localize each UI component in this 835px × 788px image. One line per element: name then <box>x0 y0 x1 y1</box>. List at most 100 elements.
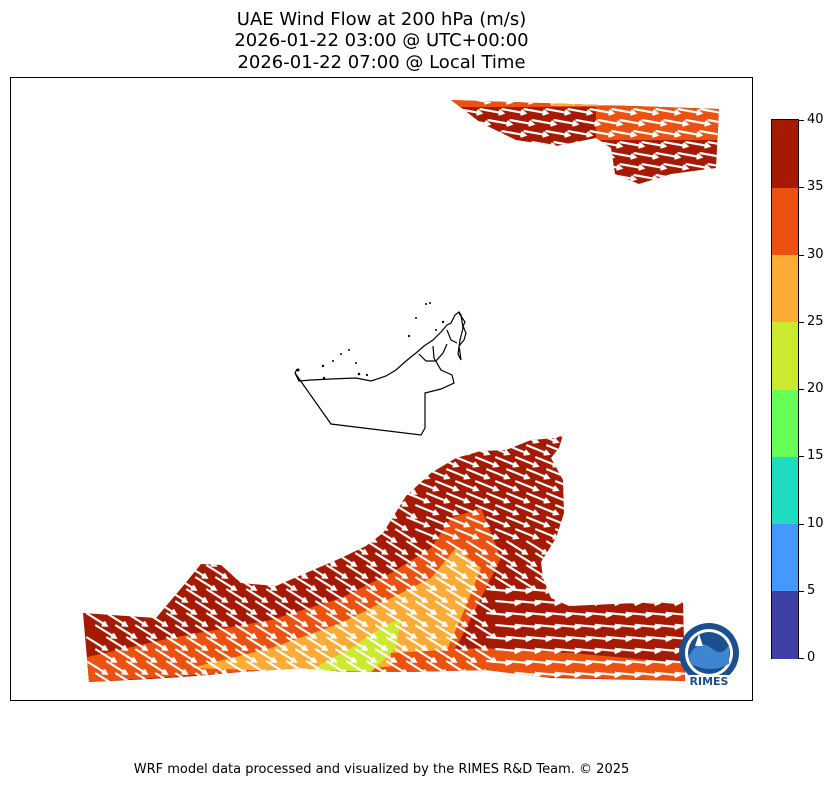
wind-arrow <box>185 588 209 603</box>
wind-arrow <box>445 540 469 555</box>
wind-arrow <box>708 186 732 192</box>
colorbar-tick <box>799 523 804 525</box>
wind-arrow <box>354 456 378 471</box>
colorbar-band <box>772 321 798 390</box>
wind-arrow <box>545 564 569 579</box>
wind-arrow <box>305 516 329 531</box>
wind-arrow <box>606 684 630 689</box>
wind-arrow <box>605 515 631 528</box>
wind-arrow <box>695 481 717 491</box>
wind-arrow <box>265 540 289 555</box>
wind-arrow <box>305 588 329 603</box>
wind-arrow <box>605 467 631 480</box>
wind-arrow <box>285 444 309 459</box>
wind-arrow <box>274 600 298 615</box>
wind-arrow <box>314 672 338 682</box>
wind-arrow <box>134 504 158 519</box>
wind-arrow <box>365 612 389 627</box>
wind-arrow <box>105 492 129 507</box>
wind-arrow <box>205 564 229 579</box>
wind-arrow <box>205 588 229 603</box>
wind-arrow <box>94 576 118 591</box>
wind-arrow <box>154 480 178 495</box>
wind-arrow <box>114 648 138 663</box>
wind-arrow <box>374 576 398 591</box>
wind-arrow <box>465 588 489 603</box>
wind-arrow <box>374 435 398 447</box>
wind-arrow <box>454 624 478 639</box>
wind-arrow <box>94 600 118 615</box>
wind-arrow <box>194 528 218 543</box>
wind-arrow <box>666 611 685 619</box>
wind-arrow <box>145 660 169 675</box>
wind-arrow <box>567 129 594 138</box>
wind-arrow <box>655 107 682 116</box>
wind-arrow <box>405 636 429 651</box>
wind-arrow <box>699 151 719 160</box>
wind-arrow <box>326 685 346 698</box>
wind-arrow <box>294 552 318 567</box>
wind-arrow <box>479 107 506 116</box>
wind-arrow <box>354 648 378 663</box>
wind-arrow <box>509 118 536 127</box>
wind-arrow <box>730 98 753 104</box>
wind-arrow <box>525 467 551 480</box>
wind-arrow <box>385 588 409 603</box>
wind-arrow <box>94 480 118 495</box>
wind-arrow <box>445 564 469 579</box>
wind-arrow <box>685 162 712 171</box>
wind-arrow <box>94 552 118 567</box>
wind-arrow <box>487 140 514 149</box>
wind-arrow <box>125 588 149 603</box>
wind-arrow <box>274 672 298 682</box>
wind-arrow <box>722 131 746 137</box>
wind-arrow <box>633 107 660 116</box>
wind-arrow <box>245 540 269 555</box>
wind-arrow <box>394 672 418 682</box>
wind-arrow <box>675 671 685 679</box>
wind-arrow <box>686 612 710 617</box>
wind-arrow <box>585 515 611 528</box>
wind-arrow <box>94 624 118 639</box>
colorbar-band <box>772 389 798 457</box>
wind-arrow <box>654 552 678 567</box>
wind-arrow <box>254 528 278 543</box>
wind-arrow <box>620 186 644 192</box>
wind-arrow <box>585 467 611 480</box>
wind-arrow <box>619 118 646 127</box>
wind-arrow <box>686 565 706 578</box>
wind-arrow <box>245 636 269 651</box>
wind-arrow <box>274 648 298 663</box>
wind-arrow <box>686 445 708 455</box>
wind-arrow <box>633 151 660 160</box>
wind-arrow <box>185 444 209 459</box>
wind-arrow <box>677 129 704 138</box>
wind-arrow <box>454 479 480 492</box>
wind-arrow <box>425 612 449 627</box>
wind-arrow <box>345 564 369 579</box>
wind-arrow <box>85 444 109 459</box>
wind-arrow <box>686 517 708 527</box>
wind-arrow <box>94 456 118 471</box>
wind-arrow <box>314 528 338 543</box>
wind-arrow <box>574 479 600 492</box>
wind-arrow <box>165 540 189 555</box>
wind-arrow <box>501 151 528 160</box>
wind-arrow <box>185 516 209 531</box>
wind-arrow <box>254 648 278 663</box>
wind-region-southwest <box>83 435 717 698</box>
wind-arrow <box>194 504 218 519</box>
wind-arrow <box>445 612 469 627</box>
wind-arrow <box>655 129 682 138</box>
wind-arrow <box>525 443 551 456</box>
wind-arrow <box>134 624 158 639</box>
colorbar-tick-label: 10 <box>807 515 824 531</box>
wind-arrow <box>666 587 685 595</box>
wind-arrow <box>234 456 258 471</box>
wind-arrow <box>654 527 680 540</box>
wind-arrow <box>214 528 238 543</box>
wind-arrow <box>575 100 602 105</box>
wind-arrow <box>265 516 289 531</box>
wind-arrow <box>114 435 138 447</box>
wind-arrow <box>214 576 238 591</box>
